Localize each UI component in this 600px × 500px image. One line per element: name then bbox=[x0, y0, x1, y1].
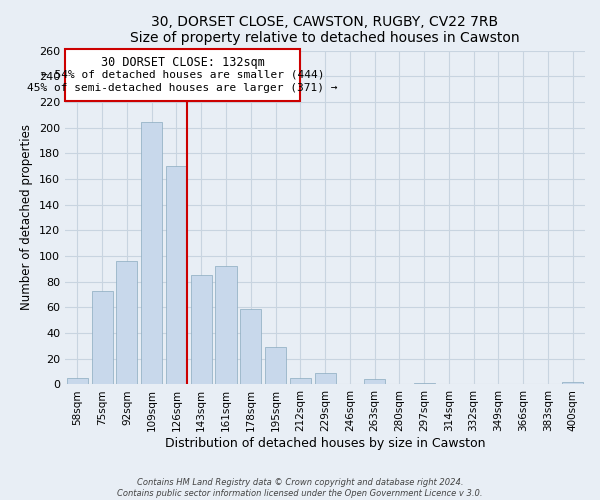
Bar bbox=[562, 382, 583, 384]
Bar bbox=[364, 380, 385, 384]
Bar bbox=[92, 290, 113, 384]
Bar bbox=[290, 378, 311, 384]
Text: 30 DORSET CLOSE: 132sqm: 30 DORSET CLOSE: 132sqm bbox=[101, 56, 265, 68]
Bar bbox=[215, 266, 236, 384]
Title: 30, DORSET CLOSE, CAWSTON, RUGBY, CV22 7RB
Size of property relative to detached: 30, DORSET CLOSE, CAWSTON, RUGBY, CV22 7… bbox=[130, 15, 520, 45]
Text: 45% of semi-detached houses are larger (371) →: 45% of semi-detached houses are larger (… bbox=[28, 82, 338, 92]
Bar bbox=[265, 347, 286, 385]
Bar bbox=[166, 166, 187, 384]
Bar bbox=[67, 378, 88, 384]
Bar bbox=[240, 308, 261, 384]
Bar bbox=[191, 276, 212, 384]
Bar bbox=[116, 261, 137, 384]
Y-axis label: Number of detached properties: Number of detached properties bbox=[20, 124, 34, 310]
Text: ← 54% of detached houses are smaller (444): ← 54% of detached houses are smaller (44… bbox=[41, 70, 325, 80]
Text: Contains HM Land Registry data © Crown copyright and database right 2024.
Contai: Contains HM Land Registry data © Crown c… bbox=[117, 478, 483, 498]
Bar bbox=[141, 122, 162, 384]
Bar bbox=[413, 383, 434, 384]
FancyBboxPatch shape bbox=[65, 49, 300, 100]
Bar bbox=[314, 373, 335, 384]
X-axis label: Distribution of detached houses by size in Cawston: Distribution of detached houses by size … bbox=[165, 437, 485, 450]
